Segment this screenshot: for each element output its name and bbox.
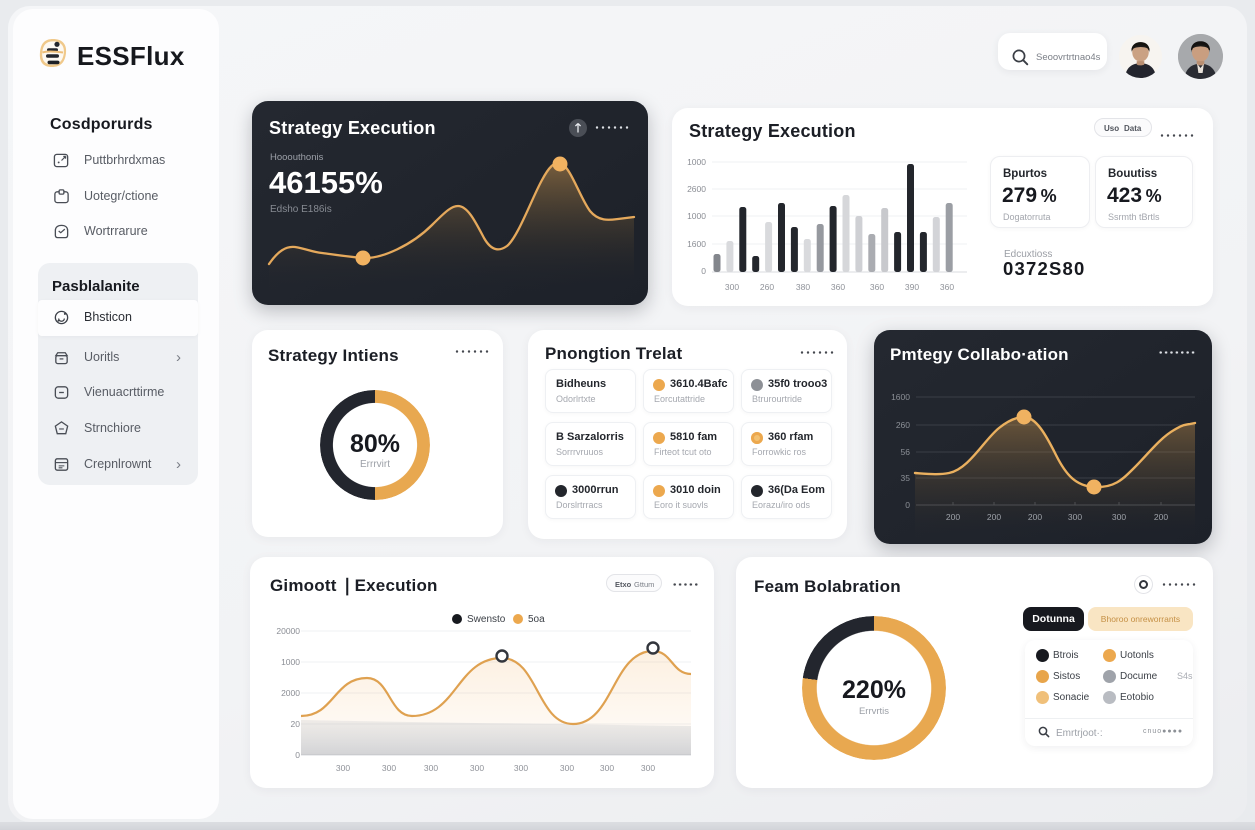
- svg-text:300: 300: [424, 763, 438, 773]
- svg-text:2600: 2600: [687, 184, 706, 194]
- svg-text:200: 200: [1028, 512, 1042, 522]
- svg-text:260: 260: [896, 420, 910, 430]
- svg-text:200: 200: [1154, 512, 1168, 522]
- svg-text:360: 360: [870, 282, 884, 292]
- svg-text:1600: 1600: [687, 239, 706, 249]
- svg-text:360: 360: [831, 282, 845, 292]
- svg-text:1600: 1600: [891, 392, 910, 402]
- svg-text:390: 390: [905, 282, 919, 292]
- svg-text:380: 380: [796, 282, 810, 292]
- svg-text:0: 0: [701, 266, 706, 276]
- svg-text:300: 300: [336, 763, 350, 773]
- svg-text:300: 300: [600, 763, 614, 773]
- svg-text:300: 300: [560, 763, 574, 773]
- svg-text:300: 300: [382, 763, 396, 773]
- svg-text:20: 20: [291, 719, 301, 729]
- svg-text:260: 260: [760, 282, 774, 292]
- svg-text:200: 200: [987, 512, 1001, 522]
- svg-text:56: 56: [901, 447, 911, 457]
- svg-text:300: 300: [1112, 512, 1126, 522]
- svg-text:200: 200: [946, 512, 960, 522]
- svg-text:300: 300: [641, 763, 655, 773]
- svg-text:0: 0: [295, 750, 300, 760]
- svg-text:2000: 2000: [281, 688, 300, 698]
- svg-text:0: 0: [905, 500, 910, 510]
- svg-text:360: 360: [940, 282, 954, 292]
- svg-text:300: 300: [470, 763, 484, 773]
- svg-text:1000: 1000: [281, 657, 300, 667]
- svg-text:20000: 20000: [276, 626, 300, 636]
- svg-text:35: 35: [901, 473, 911, 483]
- svg-text:1000: 1000: [687, 211, 706, 221]
- svg-text:1000: 1000: [687, 157, 706, 167]
- svg-text:300: 300: [1068, 512, 1082, 522]
- svg-text:300: 300: [725, 282, 739, 292]
- svg-text:300: 300: [514, 763, 528, 773]
